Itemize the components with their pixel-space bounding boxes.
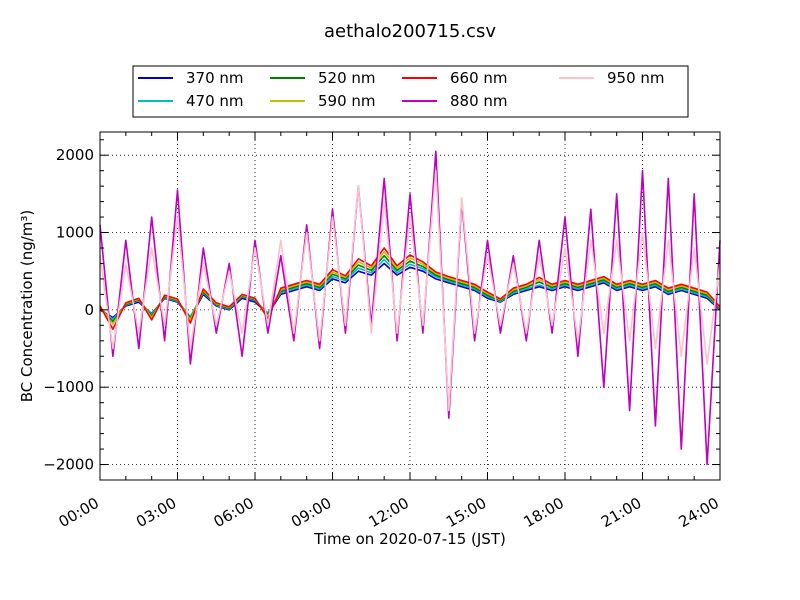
legend-label: 520 nm [318, 69, 376, 87]
grid [99, 132, 721, 480]
legend-item-520-nm: 520 nm [270, 69, 376, 87]
legend-item-590-nm: 590 nm [270, 92, 376, 110]
y-tick-label: 0 [84, 301, 94, 319]
x-tick-label: 15:00 [443, 494, 489, 531]
legend-label: 880 nm [450, 92, 508, 110]
x-tick-label: 00:00 [56, 494, 102, 531]
legend-item-950-nm: 950 nm [559, 69, 665, 87]
y-tick-label: 1000 [56, 224, 94, 242]
legend-label: 370 nm [186, 69, 244, 87]
y-axis-label: BC Concentration (ng/m³) [18, 210, 36, 403]
legend-box [132, 65, 689, 118]
legend-item-880-nm: 880 nm [402, 92, 508, 110]
legend-label: 590 nm [318, 92, 376, 110]
chart-title: aethalo200715.csv [324, 21, 496, 42]
x-tick-label: 24:00 [676, 494, 722, 531]
y-tick-label: −2000 [43, 456, 94, 474]
y-tick-label: −1000 [43, 378, 94, 396]
x-tick-label: 06:00 [211, 494, 257, 531]
plot-area [100, 132, 720, 480]
legend-label: 470 nm [186, 92, 244, 110]
x-tick-label: 09:00 [288, 494, 334, 531]
x-tick-label: 21:00 [598, 494, 644, 531]
legend-item-370-nm: 370 nm [138, 69, 244, 87]
x-tick-label: 12:00 [366, 494, 412, 531]
legend-item-660-nm: 660 nm [402, 69, 508, 87]
x-tick-label: 18:00 [521, 494, 567, 531]
series-line-880-nm [99, 150, 721, 466]
series-group [99, 150, 721, 466]
series-line-660-nm [99, 247, 721, 331]
legend: 370 nm 470 nm 520 nm 590 nm 660 nm 880 nm 950 … [132, 65, 689, 118]
legend-label: 950 nm [607, 69, 665, 87]
legend-label: 660 nm [450, 69, 508, 87]
x-tick-label: 03:00 [133, 494, 179, 531]
legend-item-470-nm: 470 nm [138, 92, 244, 110]
y-tick-label: 2000 [56, 146, 94, 164]
series-line-950-nm [99, 169, 721, 412]
x-axis-label: Time on 2020-07-15 (JST) [313, 530, 506, 548]
